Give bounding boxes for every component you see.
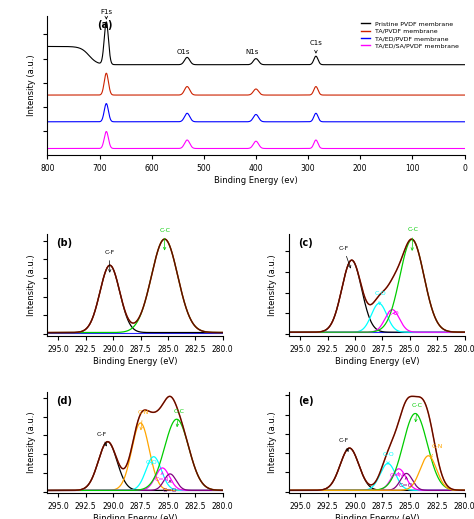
X-axis label: Binding Energy (eV): Binding Energy (eV) bbox=[335, 357, 419, 366]
Text: C-C: C-C bbox=[412, 403, 423, 422]
Text: C-O: C-O bbox=[375, 291, 386, 305]
Text: C-C: C-C bbox=[408, 227, 419, 250]
Text: C-C: C-C bbox=[173, 409, 184, 427]
Text: C-O: C-O bbox=[146, 460, 158, 465]
Legend: Pristine PVDF membrane, TA/PVDF membrane, TA/ED/PVDF membrane, TA/ED/SA/PVDF mem: Pristine PVDF membrane, TA/PVDF membrane… bbox=[358, 19, 461, 51]
Y-axis label: Intensity (a.u.): Intensity (a.u.) bbox=[27, 254, 36, 316]
Y-axis label: Intensity (a.u.): Intensity (a.u.) bbox=[27, 54, 36, 116]
Text: C-N: C-N bbox=[137, 410, 148, 430]
Text: C-F: C-F bbox=[97, 432, 107, 446]
Text: C-F: C-F bbox=[338, 246, 351, 268]
Text: (d): (d) bbox=[56, 395, 72, 406]
Text: N1s: N1s bbox=[245, 49, 258, 55]
X-axis label: Binding Energy (eV): Binding Energy (eV) bbox=[93, 514, 177, 519]
Text: C=N: C=N bbox=[155, 472, 169, 483]
X-axis label: Binding Energy (ev): Binding Energy (ev) bbox=[214, 175, 298, 185]
Text: O1s: O1s bbox=[176, 49, 190, 55]
Text: C-O: C-O bbox=[388, 311, 400, 316]
Text: F1s: F1s bbox=[100, 9, 112, 19]
Text: C=O: C=O bbox=[163, 480, 177, 493]
Text: C1s: C1s bbox=[310, 40, 322, 53]
Text: (a): (a) bbox=[98, 20, 113, 30]
Text: C-O: C-O bbox=[383, 452, 394, 464]
Text: (c): (c) bbox=[298, 238, 313, 249]
Text: C-F: C-F bbox=[338, 438, 349, 452]
Y-axis label: Intensity (a.u.): Intensity (a.u.) bbox=[268, 412, 277, 473]
Text: C-F: C-F bbox=[104, 250, 115, 272]
Text: (e): (e) bbox=[298, 395, 314, 406]
X-axis label: Binding Energy (eV): Binding Energy (eV) bbox=[93, 357, 177, 366]
Y-axis label: Intensity (a.u.): Intensity (a.u.) bbox=[27, 412, 36, 473]
Y-axis label: Intensity (a.u.): Intensity (a.u.) bbox=[268, 254, 277, 316]
Text: (b): (b) bbox=[56, 238, 73, 249]
Text: C-N: C-N bbox=[430, 444, 443, 458]
Text: C-C: C-C bbox=[159, 228, 170, 250]
X-axis label: Binding Energy (eV): Binding Energy (eV) bbox=[335, 514, 419, 519]
Text: C=N: C=N bbox=[390, 472, 404, 477]
Text: C=O: C=O bbox=[399, 477, 413, 488]
